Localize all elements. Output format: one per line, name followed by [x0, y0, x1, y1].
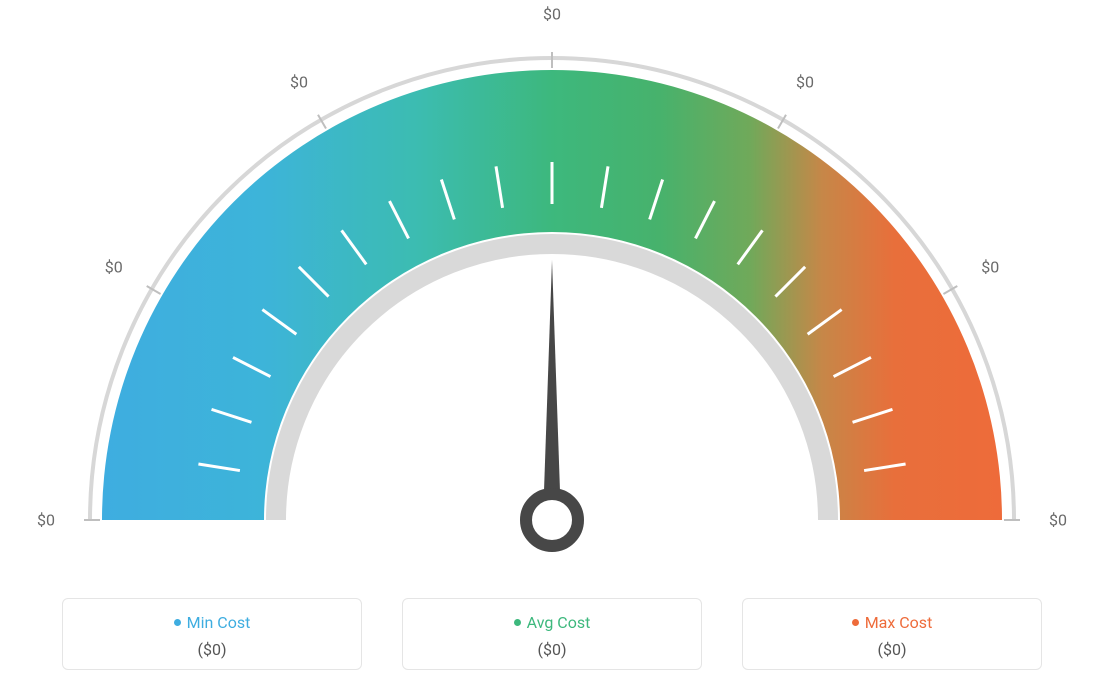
- legend-dot-icon: [852, 619, 859, 626]
- legend-value: ($0): [421, 640, 683, 659]
- legend-card-avg: Avg Cost ($0): [402, 598, 702, 670]
- legend-dot-icon: [514, 619, 521, 626]
- gauge-tick-label: $0: [1049, 511, 1067, 530]
- legend-label: Min Cost: [187, 613, 251, 632]
- gauge-tick-label: $0: [37, 511, 55, 530]
- gauge-tick-label: $0: [543, 5, 561, 24]
- legend-card-max: Max Cost ($0): [742, 598, 1042, 670]
- legend-label-line: Max Cost: [761, 613, 1023, 632]
- gauge-tick-label: $0: [796, 72, 814, 91]
- legend-value: ($0): [81, 640, 343, 659]
- gauge-tick-label: $0: [981, 258, 999, 277]
- gauge-tick-label: $0: [290, 72, 308, 91]
- gauge-svg: [0, 0, 1104, 570]
- legend-dot-icon: [174, 619, 181, 626]
- gauge-chart: $0 $0 $0 $0 $0 $0 $0: [0, 0, 1104, 570]
- legend-label-line: Avg Cost: [421, 613, 683, 632]
- legend-card-min: Min Cost ($0): [62, 598, 362, 670]
- legend-label: Max Cost: [865, 613, 933, 632]
- gauge-tick-label: $0: [105, 258, 123, 277]
- legend-label-line: Min Cost: [81, 613, 343, 632]
- legend-value: ($0): [761, 640, 1023, 659]
- legend-label: Avg Cost: [527, 613, 591, 632]
- legend-row: Min Cost ($0) Avg Cost ($0) Max Cost ($0…: [0, 598, 1104, 670]
